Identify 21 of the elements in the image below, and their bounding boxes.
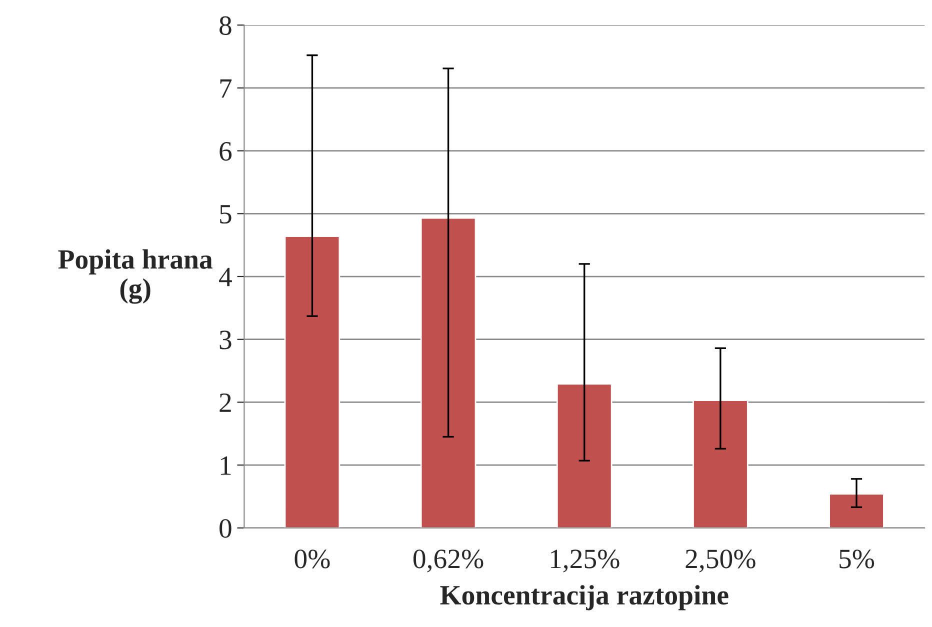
- bar: [692, 400, 748, 528]
- y-tick-label: 7: [220, 79, 232, 98]
- y-tick-label: 5: [220, 205, 232, 224]
- y-tick-label: 4: [219, 268, 232, 286]
- y-tick-label: 8: [220, 16, 232, 35]
- y-tick-label: 3: [220, 330, 232, 350]
- x-tick-label: 0%: [294, 550, 330, 568]
- y-tick-label: 6: [220, 142, 232, 161]
- bar: [420, 217, 476, 528]
- y-tick-label: 0: [220, 519, 232, 538]
- bar: [284, 236, 340, 528]
- bar: [828, 493, 884, 528]
- x-tick-label: 1,25%: [550, 550, 620, 572]
- x-tick-label: 5%: [840, 550, 874, 568]
- x-tick-label: 2,50%: [686, 550, 756, 572]
- y-tick-label: 1: [220, 456, 231, 475]
- y-tick-label: 2: [220, 393, 231, 412]
- y-axis-title: Popita hrana (g): [58, 249, 212, 304]
- x-tick-label: 0,62%: [413, 550, 484, 572]
- bar: [556, 383, 612, 528]
- x-axis-title: Koncentracija raztopine: [440, 585, 728, 610]
